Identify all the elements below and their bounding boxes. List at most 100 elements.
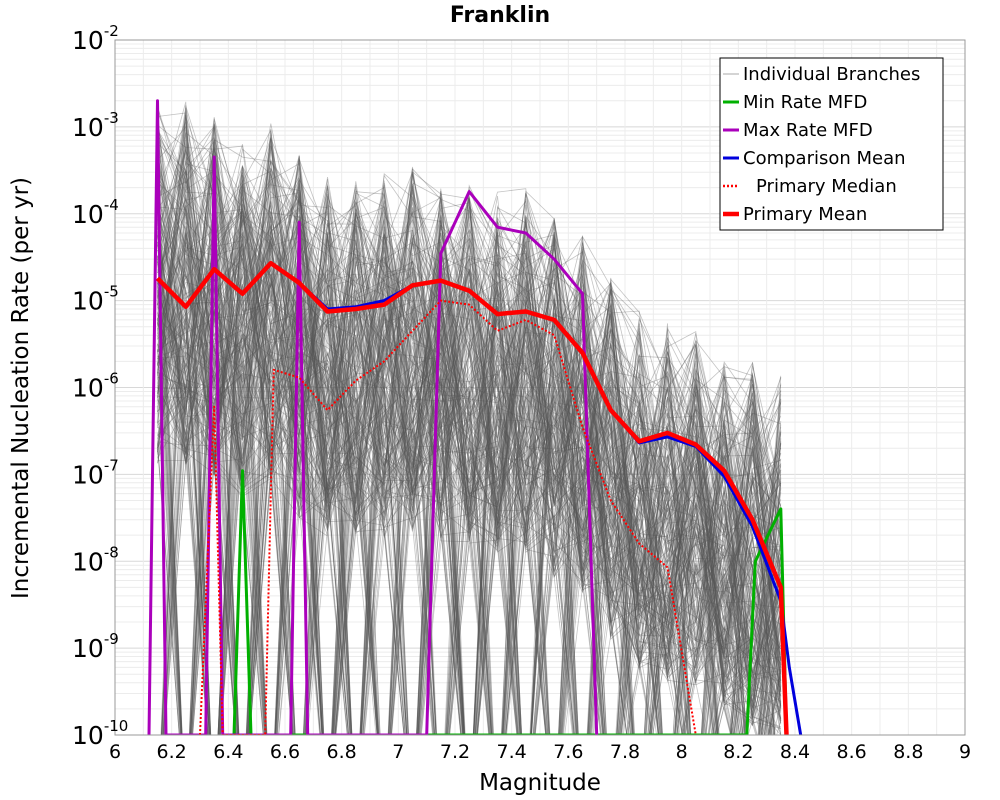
branch-line bbox=[157, 167, 782, 735]
branch-line bbox=[157, 120, 782, 735]
branch-line bbox=[157, 200, 782, 735]
branch-line bbox=[157, 171, 775, 735]
series-line-primary-median bbox=[199, 299, 697, 735]
branch-line bbox=[157, 219, 781, 735]
branch-line bbox=[157, 123, 782, 611]
branch-line bbox=[157, 145, 782, 735]
branch-line bbox=[157, 119, 782, 635]
branch-line bbox=[157, 165, 782, 735]
branch-line bbox=[157, 165, 782, 735]
branch-line bbox=[157, 165, 770, 735]
y-tick-label: 10-9 bbox=[72, 630, 119, 663]
branch-line bbox=[157, 146, 773, 735]
branch-line bbox=[157, 118, 782, 735]
branch-line bbox=[157, 148, 782, 735]
branch-line bbox=[157, 206, 782, 735]
x-tick-label: 7.2 bbox=[440, 741, 470, 763]
branch-line bbox=[157, 203, 782, 735]
branch-line bbox=[157, 227, 782, 735]
branch-line bbox=[157, 260, 782, 735]
branch-line bbox=[157, 155, 782, 735]
x-tick-label: 8.2 bbox=[723, 741, 753, 763]
branch-line bbox=[157, 129, 782, 735]
branch-line bbox=[157, 180, 771, 735]
branch-line bbox=[157, 242, 782, 735]
branch-line bbox=[157, 165, 782, 735]
branch-line bbox=[157, 132, 781, 735]
branch-line bbox=[157, 228, 782, 735]
branch-line bbox=[157, 201, 782, 735]
branch-line bbox=[157, 181, 782, 684]
branch-line bbox=[161, 232, 782, 735]
branch-line bbox=[157, 161, 732, 735]
branch-line bbox=[157, 155, 782, 735]
branch-line bbox=[157, 186, 782, 735]
branch-line bbox=[157, 205, 782, 735]
branch-line bbox=[157, 194, 782, 735]
y-tick-label: 10-10 bbox=[72, 717, 128, 750]
branch-line bbox=[157, 156, 782, 735]
branch-line bbox=[157, 156, 782, 735]
y-tick-label: 10-4 bbox=[72, 196, 119, 229]
branch-line bbox=[190, 217, 781, 735]
series-lines bbox=[147, 99, 803, 735]
branch-line bbox=[157, 175, 782, 735]
branch-line bbox=[157, 128, 782, 735]
branch-line bbox=[157, 158, 781, 735]
branch-line bbox=[157, 145, 782, 735]
x-tick-label: 6.8 bbox=[327, 741, 357, 763]
x-tick-label: 6.6 bbox=[270, 741, 300, 763]
branch-line bbox=[157, 135, 782, 735]
branch-line bbox=[157, 195, 782, 735]
branch-line bbox=[157, 165, 782, 735]
branch-line bbox=[157, 180, 772, 735]
branch-line bbox=[157, 214, 782, 735]
branch-line bbox=[160, 185, 782, 735]
branch-line bbox=[160, 104, 782, 735]
branch-line bbox=[162, 216, 758, 735]
series-line-min-rate-mfd bbox=[232, 469, 788, 735]
branch-line bbox=[157, 230, 770, 735]
branch-line bbox=[157, 128, 782, 735]
branch-line bbox=[157, 132, 782, 735]
branch-line bbox=[157, 207, 782, 735]
branch-line bbox=[191, 254, 782, 735]
branch-line bbox=[157, 152, 782, 735]
branch-line bbox=[157, 131, 782, 735]
branch-line bbox=[157, 166, 782, 735]
branch-line bbox=[157, 149, 782, 735]
branch-line bbox=[157, 169, 782, 735]
branch-line bbox=[157, 161, 776, 735]
branch-line bbox=[163, 260, 782, 735]
branch-line bbox=[157, 195, 782, 735]
branch-line bbox=[157, 173, 782, 735]
branch-line bbox=[161, 215, 782, 735]
branch-line bbox=[157, 170, 758, 735]
branch-line bbox=[157, 200, 782, 735]
branch-line bbox=[157, 218, 782, 735]
branch-line bbox=[157, 192, 782, 735]
branch-line bbox=[157, 174, 782, 735]
branch-line bbox=[157, 153, 782, 735]
branch-line bbox=[157, 215, 782, 735]
branch-line bbox=[157, 146, 782, 735]
branch-line bbox=[157, 159, 781, 735]
branch-line bbox=[157, 246, 757, 735]
branch-line bbox=[157, 159, 782, 735]
branch-line bbox=[157, 193, 775, 735]
branch-line bbox=[157, 238, 782, 635]
y-axis-ticks: 10-2 10-3 10-4 10-5 10-6 10-7 10-8 10-9 10-10 bbox=[72, 22, 128, 750]
branch-line bbox=[157, 282, 782, 735]
branch-line bbox=[157, 149, 782, 735]
branch-line bbox=[163, 224, 782, 735]
branch-line bbox=[157, 117, 782, 735]
branch-line bbox=[157, 173, 769, 735]
branch-line bbox=[157, 241, 782, 735]
branch-line bbox=[157, 124, 747, 735]
branch-line bbox=[157, 178, 782, 735]
branch-line bbox=[157, 280, 782, 735]
branch-line bbox=[157, 146, 782, 735]
branch-line bbox=[157, 129, 782, 735]
branch-line bbox=[157, 114, 782, 735]
